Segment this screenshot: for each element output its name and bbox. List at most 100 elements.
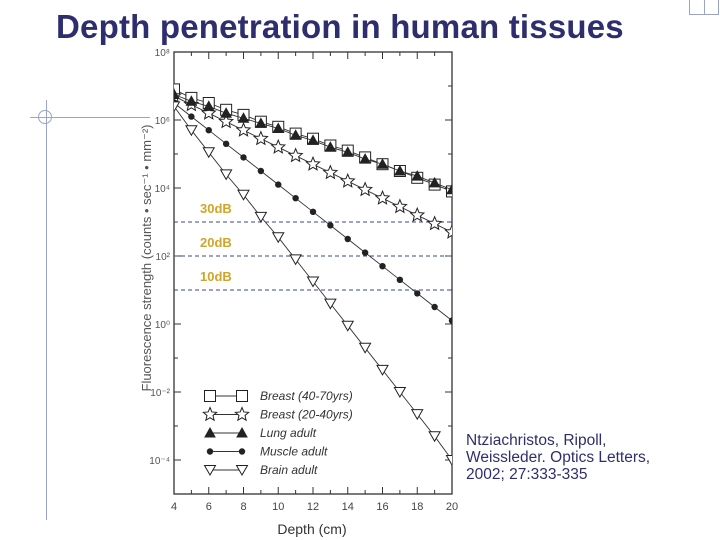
data-point (445, 455, 452, 466)
legend-label: Lung adult (260, 426, 317, 440)
legend-label: Breast (40-70yrs) (260, 389, 353, 403)
data-point (307, 134, 319, 145)
data-point (174, 83, 180, 96)
citation-line-2: Weissleder. Optics Letters, (466, 449, 651, 466)
data-point (428, 176, 441, 188)
data-point (174, 101, 181, 113)
legend-marker (204, 390, 216, 402)
data-point (374, 189, 391, 205)
y-tick-label: 10⁻⁴ (149, 456, 170, 467)
decorative-horizontal-line (30, 117, 150, 118)
legend-marker (236, 426, 248, 438)
data-point (185, 95, 198, 106)
data-point (376, 158, 389, 169)
x-tick-label: 4 (171, 501, 177, 513)
data-point (361, 249, 369, 256)
data-point (237, 112, 250, 123)
legend: Breast (40-70yrs) Breast (20-40yrs) Lung a… (202, 389, 353, 477)
legend-marker (234, 406, 250, 422)
legend-marker (206, 448, 214, 455)
series-filled-circle (174, 99, 452, 324)
data-point (324, 141, 337, 152)
legend-marker (238, 448, 246, 455)
data-point (289, 254, 302, 266)
data-point (272, 122, 285, 133)
y-tick-label: 10² (156, 252, 171, 263)
data-point (188, 113, 195, 120)
data-point (270, 138, 287, 154)
y-tick-label: 10⁰ (155, 320, 170, 331)
citation-line-1: Ntziachristos, Ripoll, (466, 432, 607, 449)
data-point (357, 181, 374, 197)
data-point (410, 409, 424, 421)
data-point (379, 263, 386, 270)
data-point (200, 104, 217, 120)
slide-title: Depth penetration in human tissues (56, 8, 624, 45)
data-point (271, 232, 285, 244)
y-tick-label: 10⁻² (150, 388, 170, 399)
legend-marker (235, 465, 249, 476)
legend-marker (202, 406, 218, 422)
decorative-vertical-line (46, 100, 47, 520)
x-axis: 4 6 8 10 12 14 16 18 20 (171, 52, 458, 513)
data-point (309, 208, 317, 215)
legend-marker (204, 426, 216, 438)
x-tick-label: 16 (376, 501, 388, 513)
series-filled-triangle (174, 88, 452, 195)
threshold-label: 20dB (200, 235, 232, 250)
legend-label: Brain adult (260, 463, 318, 477)
legend-label: Muscle adult (260, 445, 328, 459)
x-axis-label: Depth (cm) (277, 521, 346, 537)
data-point (391, 198, 408, 214)
data-point (185, 125, 198, 137)
data-point (254, 211, 268, 223)
data-point (411, 170, 424, 181)
x-tick-label: 10 (272, 501, 284, 513)
data-point (252, 130, 269, 146)
x-tick-label: 8 (240, 501, 246, 513)
data-point (174, 88, 180, 99)
data-point (220, 107, 232, 118)
data-series (174, 83, 452, 466)
data-point (235, 121, 252, 137)
data-point (394, 164, 406, 176)
data-point (292, 195, 299, 202)
threshold-label: 10dB (200, 269, 232, 284)
data-point (376, 364, 389, 376)
series-triangle-down (174, 101, 452, 466)
data-point (324, 298, 337, 310)
data-point (275, 181, 282, 188)
data-point (289, 129, 302, 140)
data-point (339, 172, 356, 188)
decorative-corner-divider (704, 0, 705, 15)
data-point (344, 235, 351, 243)
data-point (393, 387, 407, 398)
data-point (322, 164, 339, 180)
data-point (409, 206, 426, 222)
y-axis-label: Fluorescence strength (counts • sec⁻¹ • … (139, 124, 154, 391)
decorative-circle (38, 110, 52, 124)
threshold-lines: 30dB 20dB 10dB (174, 201, 452, 291)
data-point (219, 169, 233, 181)
data-point (446, 183, 452, 195)
data-point (257, 167, 265, 175)
legend-label: Breast (20-40yrs) (260, 408, 353, 422)
data-point (448, 317, 452, 324)
x-tick-label: 18 (411, 501, 423, 513)
x-tick-label: 12 (307, 501, 319, 513)
y-tick-label: 10⁶ (155, 116, 170, 127)
data-point (444, 223, 452, 239)
citation-line-3: 2002; 27:333-335 (466, 466, 588, 483)
y-tick-label: 10⁴ (155, 184, 170, 195)
x-tick-label: 14 (342, 501, 354, 513)
data-point (426, 215, 443, 231)
x-tick-label: 20 (446, 501, 458, 513)
data-point (240, 154, 247, 161)
data-point (305, 155, 321, 171)
data-point (202, 147, 216, 159)
data-point (306, 276, 320, 288)
legend-marker (203, 465, 217, 476)
x-tick-label: 6 (206, 501, 212, 513)
data-point (255, 117, 267, 128)
